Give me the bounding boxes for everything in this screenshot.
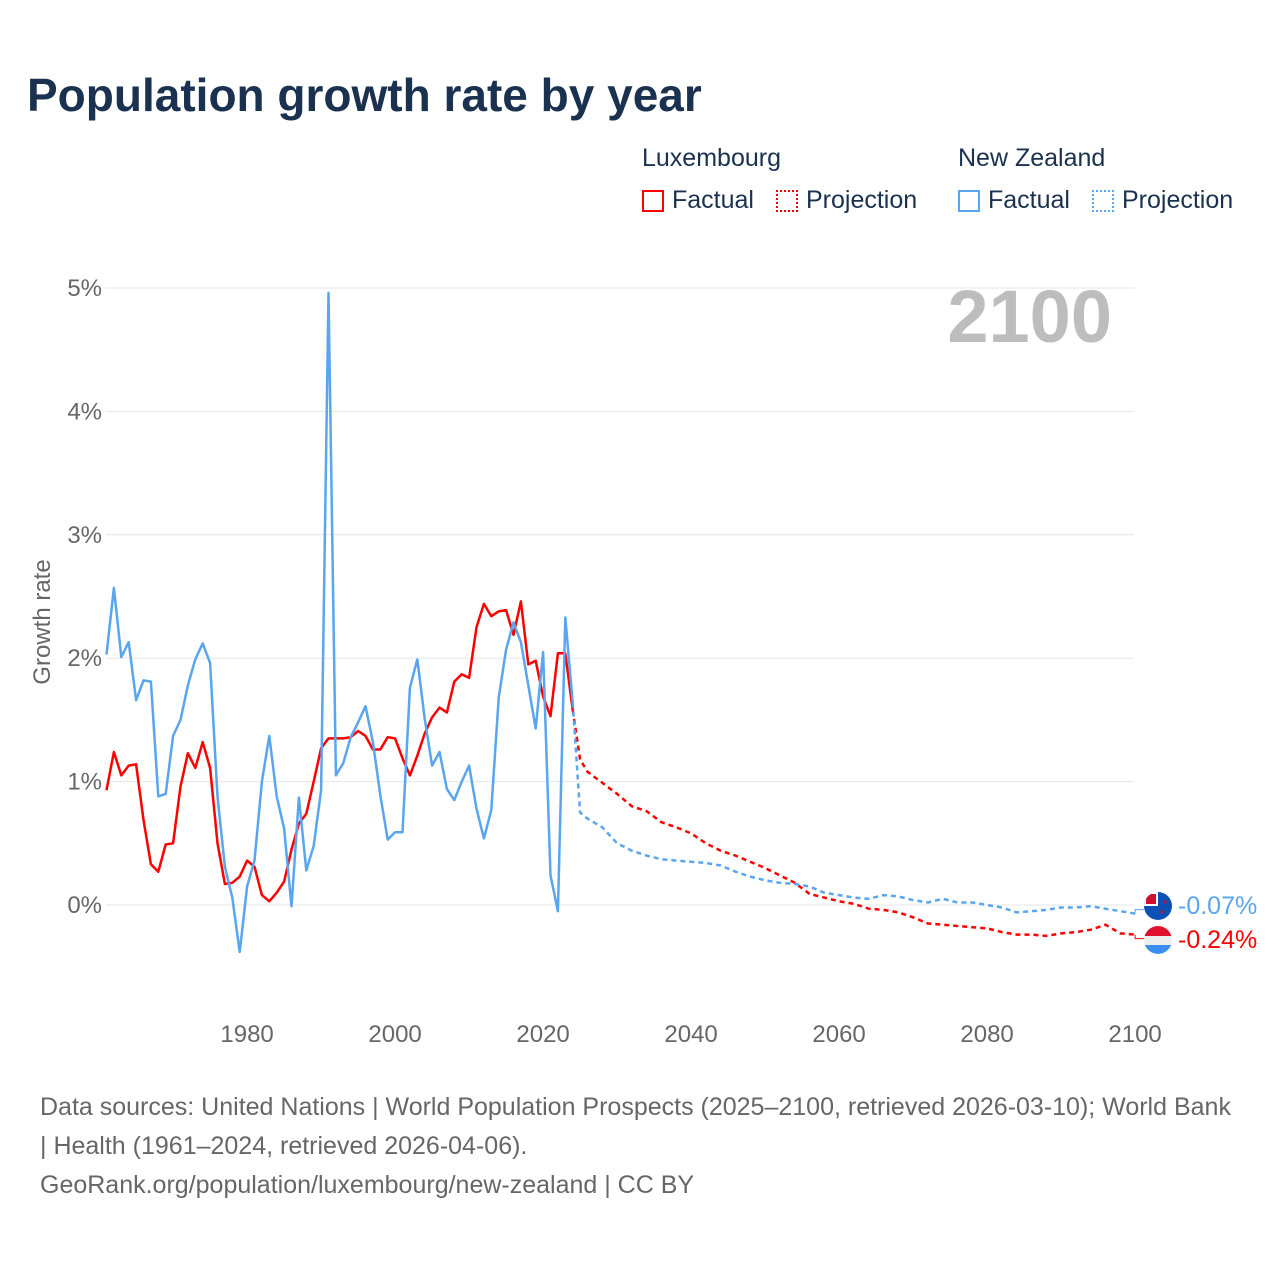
sources: Data sources: United Nations | World Pop… [40,1088,1240,1205]
new-zealand-factual-line [105,291,574,954]
legend-label: Factual [672,186,754,214]
y-tick-label: 1% [67,769,102,796]
x-tick-label: 1980 [220,1021,273,1048]
legend-label: Projection [806,186,918,214]
luxembourg-factual-line [105,600,574,903]
legend-swatch [776,189,798,212]
current-year-label: 2100 [947,275,1112,358]
x-tick-label: 2080 [960,1021,1013,1048]
x-tick-label: 2040 [664,1021,717,1048]
legend-group-new-zealand: New Zealand [958,144,1106,172]
end-label-new-zealand: -0.07% [1178,892,1257,920]
source-link[interactable]: GeoRank.org/population/luxembourg/new-ze… [40,1171,695,1199]
x-tick-label: 2100 [1108,1021,1161,1048]
x-tick-label: 2000 [368,1021,421,1048]
legend-swatch [958,189,980,212]
luxembourg-projection-line [571,709,1136,938]
plot-area: 0% 1% 2% 3% 4% 5% 1980 2000 2020 2040 2060 2080 2100… [29,275,1257,1048]
legend-nz-projection[interactable]: Projection [1092,186,1233,215]
legend-lux-projection[interactable]: Projection [776,186,917,215]
y-tick-label: 0% [67,892,102,919]
legend-group-luxembourg: Luxembourg [642,144,781,172]
legend-swatch [1092,189,1114,212]
nz-flag-icon [1144,892,1172,920]
end-label-connector [1134,909,1144,914]
legend-label: Factual [988,186,1070,214]
source-text: Data sources: United Nations | World Pop… [40,1093,1231,1160]
legend-swatch [642,189,664,212]
end-label-luxembourg: -0.24% [1178,926,1257,954]
y-axis-label: Growth rate [29,559,56,684]
y-tick-label: 4% [67,398,102,425]
x-tick-label: 2060 [812,1021,865,1048]
legend-lux-factual[interactable]: Factual [642,186,754,215]
y-tick-label: 5% [67,275,102,302]
chart-title: Population growth rate by year [27,69,702,121]
x-tick-label: 2020 [516,1021,569,1048]
legend-label: Projection [1122,186,1234,214]
new-zealand-projection-line [571,702,1136,915]
luxembourg-flag-icon [1144,926,1172,954]
end-label-connector [1134,934,1144,940]
y-tick-label: 3% [67,522,102,549]
y-tick-label: 2% [67,645,102,672]
legend-nz-factual[interactable]: Factual [958,186,1070,215]
